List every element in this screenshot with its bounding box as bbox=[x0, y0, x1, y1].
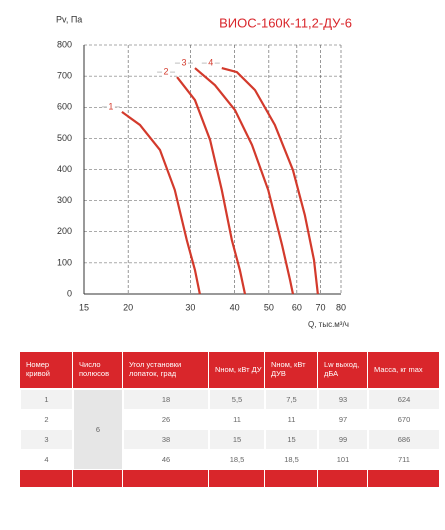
curve-label-bg bbox=[162, 66, 171, 78]
x-axis-label: Q, тыс.м³/ч bbox=[308, 320, 349, 329]
header-cell: Nном, кВт ДУ bbox=[209, 352, 265, 388]
footer-cell bbox=[20, 470, 72, 487]
table-cell: 2 bbox=[21, 410, 72, 429]
y-tick-label: 400 bbox=[57, 164, 72, 174]
table-cell: 711 bbox=[369, 450, 439, 469]
x-tick-label: 30 bbox=[185, 302, 195, 312]
x-tick-label: 40 bbox=[230, 302, 240, 312]
curve-label-bg bbox=[106, 100, 115, 112]
x-tick-label: 15 bbox=[79, 302, 89, 312]
curve-label: 1 bbox=[108, 101, 113, 111]
table-cell: 97 bbox=[319, 410, 367, 429]
footer-cell bbox=[209, 470, 264, 487]
curve-label-bg bbox=[206, 57, 215, 69]
footer-cell bbox=[73, 470, 122, 487]
header-cell: Число полюсов bbox=[73, 352, 123, 388]
table-cell: 99 bbox=[319, 430, 367, 449]
x-tick-label: 60 bbox=[292, 302, 302, 312]
y-tick-label: 700 bbox=[57, 71, 72, 81]
y-tick-label: 300 bbox=[57, 195, 72, 205]
header-cell: Lw выход, дБА bbox=[318, 352, 368, 388]
y-tick-label: 200 bbox=[57, 226, 72, 236]
y-tick-label: 100 bbox=[57, 257, 72, 267]
curve bbox=[176, 76, 247, 295]
x-tick-label: 50 bbox=[264, 302, 274, 312]
header-cell: Номер кривой bbox=[20, 352, 73, 388]
y-axis-label: Pv, Па bbox=[56, 14, 82, 24]
chart: ВИОС-160К-11,2-ДУ-6 Pv, Па Q, тыс.м³/ч 0… bbox=[56, 14, 352, 329]
table-cell: 686 bbox=[369, 430, 439, 449]
y-tick-label: 800 bbox=[57, 39, 72, 49]
curve-label: 4 bbox=[208, 57, 213, 67]
table-cell: 93 bbox=[319, 390, 367, 409]
curve-label: 2 bbox=[164, 66, 169, 76]
curve bbox=[194, 67, 295, 295]
header-cell: Масса, кг max bbox=[368, 352, 440, 388]
table-cell: 18,5 bbox=[210, 450, 264, 469]
curve bbox=[221, 66, 319, 295]
table-cell: 4 bbox=[21, 450, 72, 469]
table-cell: 11 bbox=[266, 410, 317, 429]
y-tick-label: 500 bbox=[57, 133, 72, 143]
table-cell: 15 bbox=[266, 430, 317, 449]
footer-cell bbox=[368, 470, 439, 487]
table-cell: 38 bbox=[124, 430, 208, 449]
x-tick-label: 70 bbox=[315, 302, 325, 312]
curve-label: 3 bbox=[181, 57, 186, 67]
poles-cell: 6 bbox=[74, 390, 122, 469]
table-cell: 624 bbox=[369, 390, 439, 409]
table-cell: 1 bbox=[21, 390, 72, 409]
table-cell: 46 bbox=[124, 450, 208, 469]
table-cell: 18 bbox=[124, 390, 208, 409]
table-cell: 18,5 bbox=[266, 450, 317, 469]
table-cell: 670 bbox=[369, 410, 439, 429]
y-tick-label: 600 bbox=[57, 102, 72, 112]
curve bbox=[121, 111, 201, 295]
footer-cell bbox=[265, 470, 317, 487]
footer-cell bbox=[123, 470, 208, 487]
header-cell: Nном, кВт ДУВ bbox=[265, 352, 318, 388]
table-cell: 15 bbox=[210, 430, 264, 449]
x-tick-label: 20 bbox=[123, 302, 133, 312]
x-tick-label: 80 bbox=[336, 302, 346, 312]
footer-cell bbox=[318, 470, 367, 487]
table-cell: 11 bbox=[210, 410, 264, 429]
table-cell: 7,5 bbox=[266, 390, 317, 409]
header-cell: Угол установки лопаток, град bbox=[123, 352, 209, 388]
chart-title: ВИОС-160К-11,2-ДУ-6 bbox=[219, 15, 352, 30]
table-cell: 5,5 bbox=[210, 390, 264, 409]
table-cell: 101 bbox=[319, 450, 367, 469]
curve-label-bg bbox=[179, 57, 188, 69]
y-tick-label: 0 bbox=[67, 288, 72, 298]
table-cell: 3 bbox=[21, 430, 72, 449]
table-cell: 26 bbox=[124, 410, 208, 429]
